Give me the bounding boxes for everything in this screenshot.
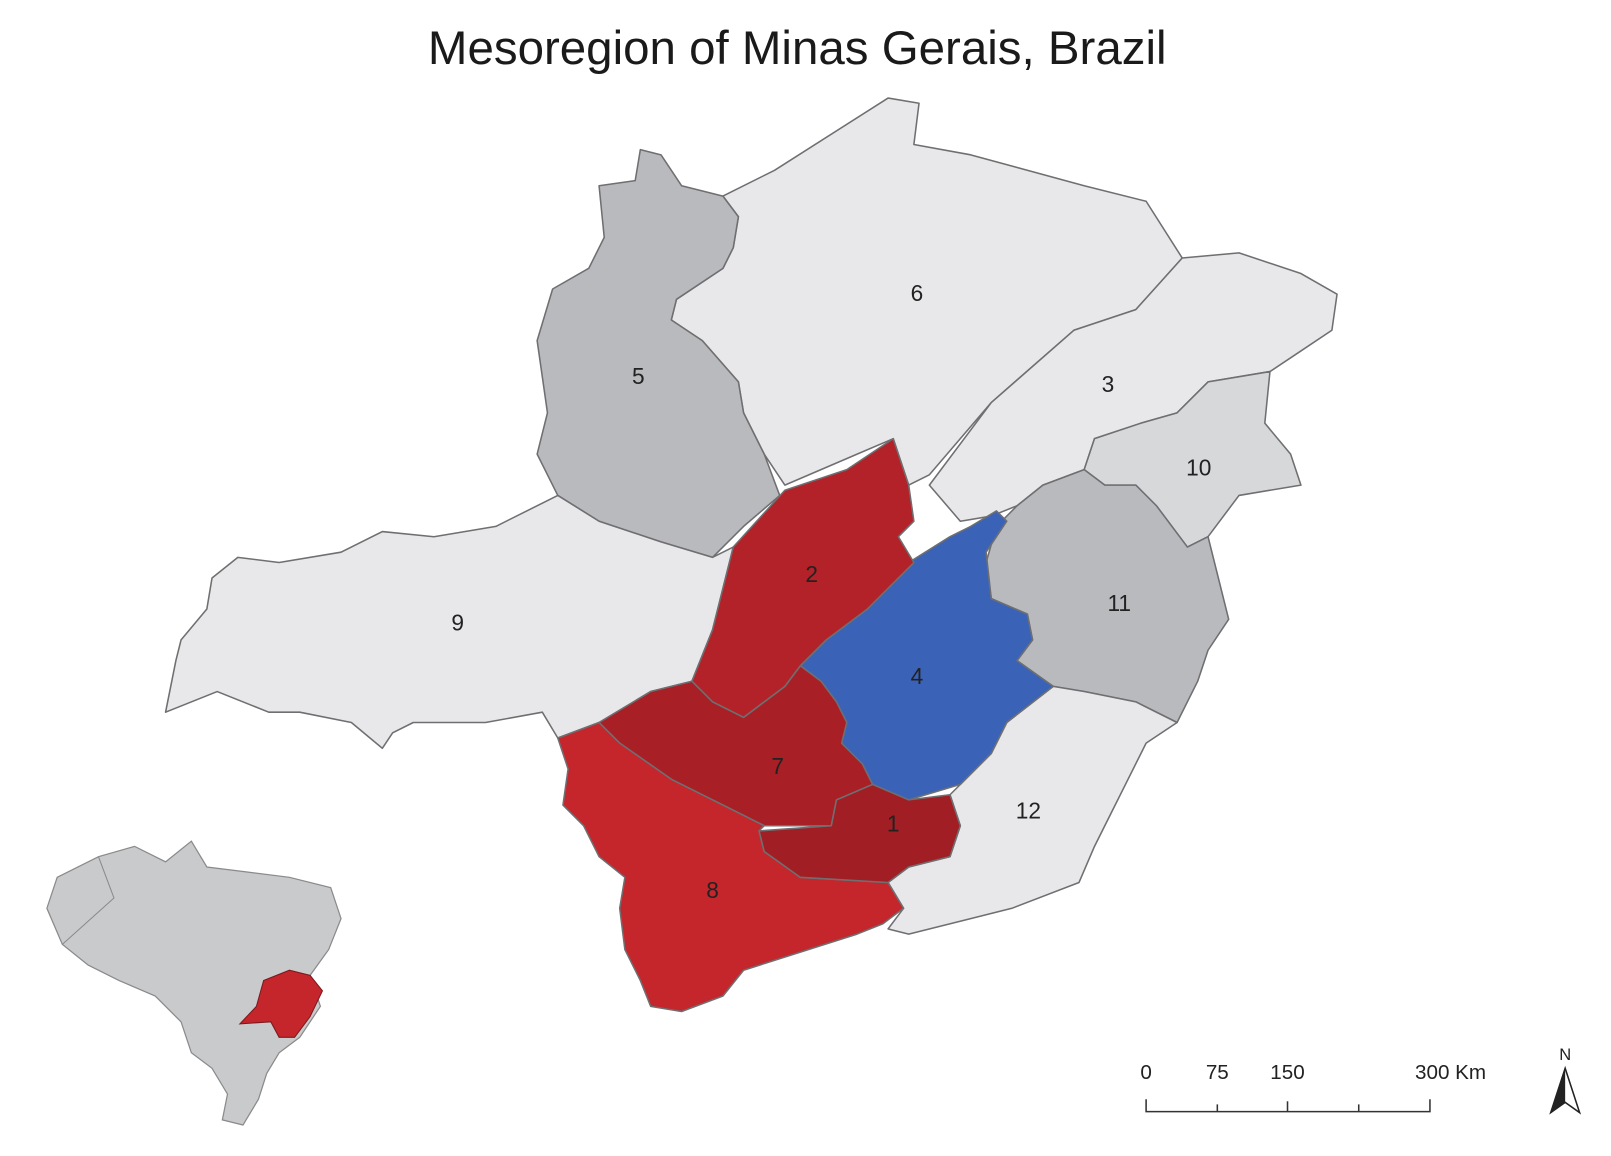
brazil-states (62, 856, 115, 945)
region-label: 2 (805, 561, 818, 587)
region-label: 9 (451, 609, 464, 635)
region-label: 6 (911, 280, 924, 306)
brazil-outline (46, 840, 342, 1126)
region (536, 148, 781, 559)
region-label: 4 (911, 663, 924, 689)
region (557, 721, 905, 1013)
scale-label: 0 (1140, 1061, 1151, 1084)
scale-label: 75 (1206, 1061, 1229, 1084)
north-arrow: N (1549, 1046, 1582, 1115)
map-title: Mesoregion of Minas Gerais, Brazil (428, 22, 1167, 75)
region (758, 783, 962, 884)
region-label: 1 (887, 811, 900, 837)
scale-bar: 0 75 150 300 Km (1140, 1061, 1486, 1113)
scale-label: 300 Km (1415, 1061, 1486, 1084)
region-label: 12 (1016, 797, 1041, 823)
brazil-inset (46, 840, 342, 1126)
scale-label: 150 (1270, 1061, 1304, 1084)
region-label: 11 (1107, 590, 1131, 616)
region-label: 8 (706, 877, 719, 903)
region-label: 5 (632, 363, 645, 389)
region-label: 7 (771, 753, 784, 779)
north-label: N (1559, 1046, 1571, 1064)
north-arrow-fill (1550, 1068, 1566, 1113)
minas-gerais-highlight (238, 969, 324, 1038)
region-label: 3 (1102, 371, 1115, 397)
region (691, 437, 915, 719)
region-label: 10 (1186, 455, 1211, 481)
